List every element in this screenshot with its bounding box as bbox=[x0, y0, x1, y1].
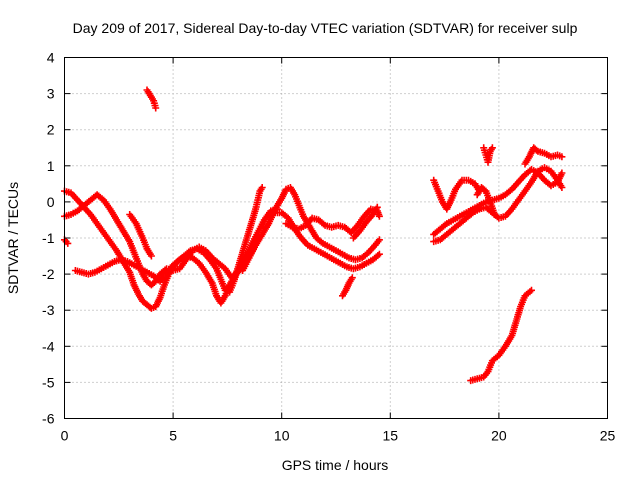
chart-title: Day 209 of 2017, Sidereal Day-to-day VTE… bbox=[73, 20, 578, 36]
y-tick-label: -4 bbox=[42, 338, 55, 354]
y-tick-label: 3 bbox=[47, 86, 55, 102]
x-axis-label: GPS time / hours bbox=[282, 457, 389, 473]
series-trace-17 bbox=[521, 144, 566, 168]
y-tick-label: -1 bbox=[42, 230, 55, 246]
x-tick-label: 20 bbox=[491, 428, 507, 444]
point-markers bbox=[339, 274, 356, 300]
point-markers bbox=[349, 203, 381, 242]
y-tick-label: 1 bbox=[47, 158, 55, 174]
y-tick-label: -6 bbox=[42, 411, 55, 427]
x-tick-label: 15 bbox=[383, 428, 399, 444]
x-tick-label: 0 bbox=[61, 428, 69, 444]
point-markers bbox=[430, 176, 483, 213]
point-markers bbox=[126, 211, 155, 260]
point-markers bbox=[430, 164, 566, 246]
series-trace-6 bbox=[126, 211, 155, 260]
y-tick-label: 2 bbox=[47, 122, 55, 138]
point-markers bbox=[430, 165, 566, 238]
point-markers bbox=[480, 144, 496, 166]
point-markers bbox=[521, 144, 566, 168]
x-tick-label: 5 bbox=[169, 428, 177, 444]
series-trace-10 bbox=[339, 274, 356, 300]
y-tick-label: 0 bbox=[47, 194, 55, 210]
series-trace-8 bbox=[265, 209, 383, 273]
y-axis-label: SDTVAR / TECUs bbox=[5, 182, 21, 294]
axis-ticks: 0 5 10 15 20 25 -6 -5 -4 -3 -2 -1 0 1 2 3 4 bbox=[42, 50, 615, 444]
series-trace-14 bbox=[430, 176, 483, 213]
y-tick-label: 4 bbox=[47, 50, 55, 66]
series-trace-11 bbox=[349, 203, 381, 242]
series-trace-15 bbox=[480, 144, 496, 166]
point-markers bbox=[473, 184, 499, 218]
series-trace-18 bbox=[467, 286, 535, 385]
y-tick-label: -3 bbox=[42, 302, 55, 318]
y-tick-label: -5 bbox=[42, 374, 55, 390]
x-tick-label: 10 bbox=[274, 428, 290, 444]
data-points bbox=[61, 86, 566, 385]
series-trace-12 bbox=[430, 165, 566, 238]
series-trace-1 bbox=[61, 184, 266, 312]
point-markers bbox=[239, 184, 383, 274]
point-markers bbox=[143, 86, 160, 112]
series-trace-5 bbox=[143, 86, 160, 112]
series-trace-13 bbox=[430, 164, 566, 246]
y-tick-label: -2 bbox=[42, 266, 55, 282]
series-trace-16 bbox=[473, 184, 499, 218]
point-markers bbox=[467, 286, 535, 385]
point-markers bbox=[61, 184, 266, 312]
series-trace-7 bbox=[239, 184, 383, 274]
point-markers bbox=[265, 209, 383, 273]
x-tick-label: 25 bbox=[600, 428, 616, 444]
